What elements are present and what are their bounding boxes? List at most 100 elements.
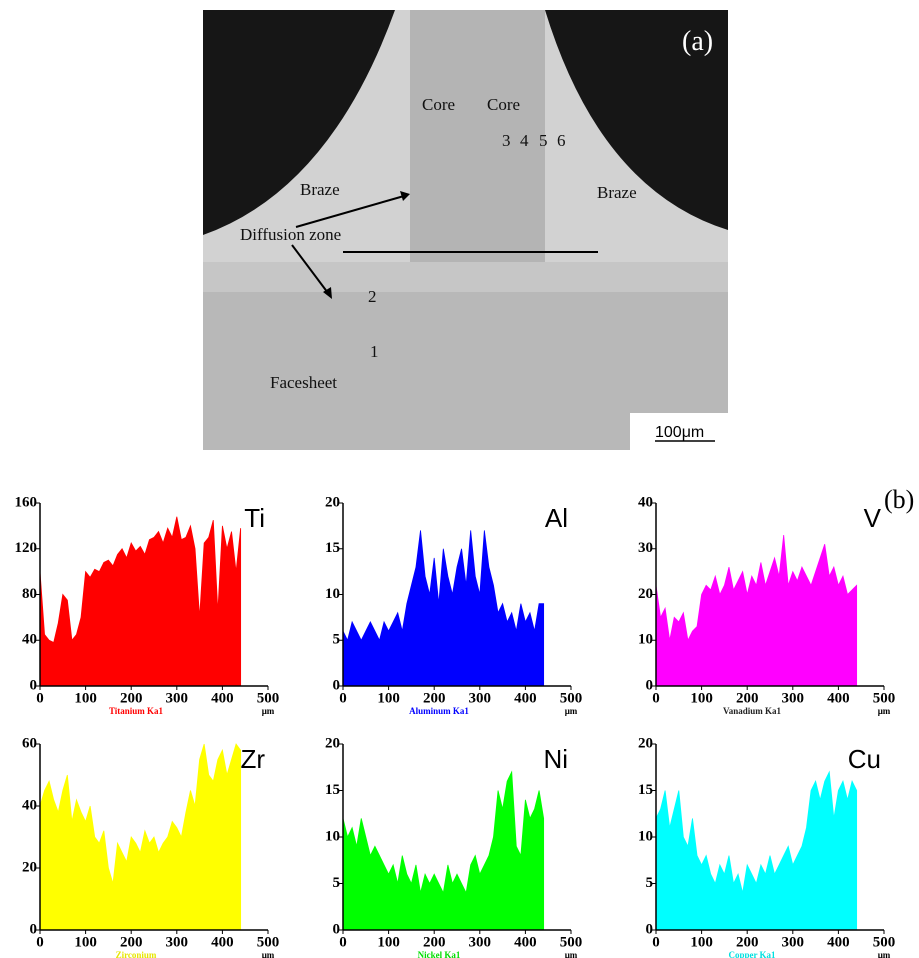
y-tick-label: 10 xyxy=(325,586,340,602)
y-tick-label: 0 xyxy=(333,921,341,937)
x-axis-label: Zirconium xyxy=(116,950,157,958)
y-tick-label: 30 xyxy=(638,540,653,556)
x-tick-label: 500 xyxy=(560,934,583,950)
x-tick-label: 500 xyxy=(560,690,583,706)
x-tick-label: 100 xyxy=(690,690,713,706)
element-label: V xyxy=(864,503,882,533)
x-axis-label: Vanadium Ka1 xyxy=(723,706,781,716)
image-label: 2 xyxy=(368,287,377,306)
y-tick-label: 10 xyxy=(638,828,653,844)
x-axis-unit: μm xyxy=(878,706,891,716)
x-axis-label: Titanium Ka1 xyxy=(109,706,164,716)
panel-label: (b) xyxy=(884,485,914,514)
image-label: Braze xyxy=(597,183,637,202)
x-tick-label: 500 xyxy=(257,690,280,706)
image-label: 5 xyxy=(539,131,548,150)
y-tick-label: 160 xyxy=(15,494,38,510)
x-tick-label: 200 xyxy=(120,690,143,706)
x-tick-label: 400 xyxy=(514,934,537,950)
x-tick-label: 200 xyxy=(423,934,446,950)
y-tick-label: 15 xyxy=(638,782,653,798)
y-tick-label: 0 xyxy=(30,677,38,693)
y-tick-label: 0 xyxy=(646,677,654,693)
x-tick-label: 200 xyxy=(736,690,759,706)
x-tick-label: 0 xyxy=(339,934,347,950)
y-tick-label: 10 xyxy=(638,632,653,648)
y-tick-label: 40 xyxy=(22,797,37,813)
y-tick-label: 20 xyxy=(22,859,37,875)
y-tick-label: 80 xyxy=(22,586,37,602)
element-label: Al xyxy=(545,503,568,533)
y-tick-label: 20 xyxy=(638,586,653,602)
scale-bar-label: 100μm xyxy=(655,424,704,441)
micrograph: (a) Core Core 3 4 5 6 Braze Braze Diffus… xyxy=(203,10,728,450)
element-label: Ti xyxy=(244,503,265,533)
y-tick-label: 0 xyxy=(333,677,341,693)
x-axis-unit: μm xyxy=(262,706,275,716)
area xyxy=(655,770,858,931)
area xyxy=(342,770,545,931)
x-tick-label: 300 xyxy=(782,934,805,950)
x-tick-label: 0 xyxy=(36,690,44,706)
image-label: Core xyxy=(422,95,455,114)
y-tick-label: 15 xyxy=(325,540,340,556)
area xyxy=(39,743,242,931)
x-axis-unit: μm xyxy=(262,950,275,958)
x-tick-label: 300 xyxy=(469,934,492,950)
diffusion-band xyxy=(203,262,728,292)
x-tick-label: 100 xyxy=(377,690,400,706)
y-tick-label: 5 xyxy=(333,632,341,648)
arrow xyxy=(295,195,405,228)
x-tick-label: 300 xyxy=(469,690,492,706)
x-axis-unit: μm xyxy=(565,706,578,716)
area xyxy=(655,534,858,687)
x-tick-label: 200 xyxy=(120,934,143,950)
arrowhead xyxy=(400,191,410,201)
x-tick-label: 300 xyxy=(166,690,189,706)
x-tick-label: 200 xyxy=(736,934,759,950)
x-tick-label: 200 xyxy=(423,690,446,706)
y-tick-label: 20 xyxy=(638,735,653,751)
y-tick-label: 20 xyxy=(325,735,340,751)
x-tick-label: 0 xyxy=(36,934,44,950)
scale-bar-box xyxy=(630,413,728,450)
x-axis-unit: μm xyxy=(565,950,578,958)
x-axis-label: Aluminum Ka1 xyxy=(409,706,469,716)
x-tick-label: 100 xyxy=(377,934,400,950)
x-tick-label: 400 xyxy=(211,690,234,706)
element-label: Ni xyxy=(543,744,568,774)
image-label: 3 xyxy=(502,131,511,150)
y-tick-label: 40 xyxy=(22,632,37,648)
x-tick-label: 400 xyxy=(827,934,850,950)
x-tick-label: 500 xyxy=(257,934,280,950)
area xyxy=(342,530,545,687)
y-tick-label: 15 xyxy=(325,782,340,798)
panel-label: (a) xyxy=(682,26,713,57)
y-tick-label: 0 xyxy=(30,921,38,937)
x-tick-label: 500 xyxy=(873,934,896,950)
x-tick-label: 0 xyxy=(339,690,347,706)
y-tick-label: 5 xyxy=(333,875,341,891)
image-label: 6 xyxy=(557,131,566,150)
x-tick-label: 0 xyxy=(652,690,660,706)
x-tick-label: 100 xyxy=(74,934,97,950)
x-axis-label: Copper Ka1 xyxy=(728,950,776,958)
y-tick-label: 120 xyxy=(15,540,38,556)
x-tick-label: 300 xyxy=(782,690,805,706)
image-label: Core xyxy=(487,95,520,114)
x-tick-label: 400 xyxy=(514,690,537,706)
y-tick-label: 60 xyxy=(22,735,37,751)
y-tick-label: 10 xyxy=(325,828,340,844)
x-tick-label: 100 xyxy=(690,934,713,950)
y-tick-label: 40 xyxy=(638,494,653,510)
y-tick-label: 20 xyxy=(325,494,340,510)
x-tick-label: 300 xyxy=(166,934,189,950)
y-tick-label: 5 xyxy=(646,875,654,891)
core-region xyxy=(410,10,545,265)
x-axis-unit: μm xyxy=(878,950,891,958)
image-label: Braze xyxy=(300,180,340,199)
image-label: 1 xyxy=(370,342,379,361)
arrow xyxy=(291,244,329,294)
x-tick-label: 0 xyxy=(652,934,660,950)
